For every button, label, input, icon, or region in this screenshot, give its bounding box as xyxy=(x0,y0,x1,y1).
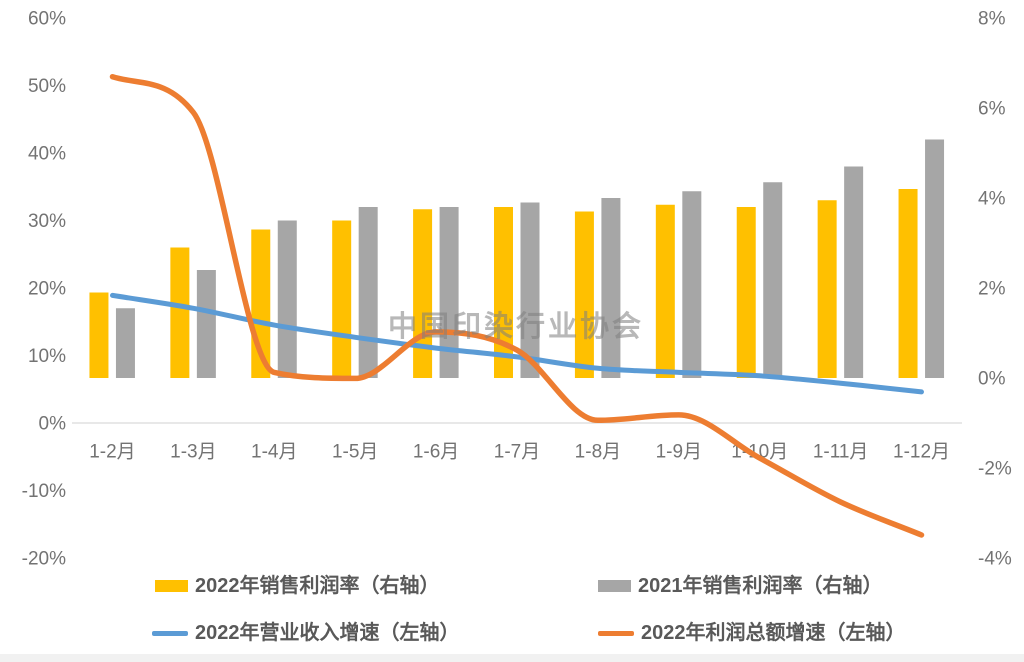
x-axis-label: 1-7月 xyxy=(494,442,540,463)
watermark-text: 中国印染行业协会 xyxy=(388,310,644,343)
legend-label-2022-revenue-growth: 2022年营业收入增速（左轴） xyxy=(195,622,460,644)
legend-swatch-2022-profit-margin xyxy=(155,580,188,592)
x-axis-label: 1-9月 xyxy=(656,442,702,463)
bar-2022-profit-margin xyxy=(332,220,352,378)
left-axis-tick: 50% xyxy=(28,76,66,97)
legend-swatch-2022-total-profit-growth xyxy=(598,630,634,636)
left-axis-tick: -20% xyxy=(22,549,66,570)
bar-2021-profit-margin xyxy=(277,220,297,378)
left-axis-tick: 40% xyxy=(28,144,66,165)
bar-2021-profit-margin xyxy=(601,198,621,378)
bar-2022-profit-margin xyxy=(413,209,433,378)
x-axis-label: 1-6月 xyxy=(413,442,459,463)
bar-2021-profit-margin xyxy=(925,139,945,378)
legend-swatch-2022-revenue-growth xyxy=(152,630,188,636)
bar-2022-profit-margin xyxy=(655,204,675,378)
bar-2021-profit-margin xyxy=(115,308,135,378)
x-axis-label: 1-8月 xyxy=(575,442,621,463)
legend-item-2022-total-profit-growth: 2022年利润总额增速（左轴） xyxy=(598,621,906,645)
bar-2021-profit-margin xyxy=(196,270,216,378)
left-axis-tick: 10% xyxy=(28,346,66,367)
x-axis-label: 1-4月 xyxy=(251,442,297,463)
bar-2022-profit-margin xyxy=(574,211,594,378)
bottom-edge-strip xyxy=(0,654,1024,662)
bar-2021-profit-margin xyxy=(763,182,783,378)
x-axis-label: 1-12月 xyxy=(893,442,950,463)
bar-2022-profit-margin xyxy=(89,292,109,378)
right-axis-tick: 2% xyxy=(978,279,1006,300)
line-2022-total-profit-growth xyxy=(109,73,925,538)
bar-2022-profit-margin xyxy=(170,247,190,378)
right-axis-tick: -4% xyxy=(978,549,1012,570)
left-axis-tick: -10% xyxy=(22,481,66,502)
right-axis-tick: 8% xyxy=(978,9,1006,30)
legend-label-2021-profit-margin: 2021年销售利润率（右轴） xyxy=(638,575,883,597)
x-axis-label: 1-11月 xyxy=(813,442,869,463)
left-axis-tick: 20% xyxy=(28,279,66,300)
bar-2021-profit-margin xyxy=(844,166,864,378)
right-axis-tick: 4% xyxy=(978,189,1006,210)
bar-2022-profit-margin xyxy=(494,207,513,378)
x-axis-label: 1-5月 xyxy=(332,442,378,463)
legend-item-2022-revenue-growth: 2022年营业收入增速（左轴） xyxy=(152,621,460,645)
legend-item-2021-profit-margin: 2021年销售利润率（右轴） xyxy=(598,574,883,598)
bar-2021-profit-margin xyxy=(520,202,540,378)
right-axis-tick: 6% xyxy=(978,99,1006,120)
right-axis-tick: 0% xyxy=(978,369,1006,390)
bar-2021-profit-margin xyxy=(358,207,378,378)
bar-2022-profit-margin xyxy=(817,200,837,378)
bar-2021-profit-margin xyxy=(682,191,702,378)
left-axis-tick: 0% xyxy=(39,414,67,435)
left-axis-tick: 60% xyxy=(28,9,66,30)
x-axis-label: 1-2月 xyxy=(89,442,135,463)
left-axis-tick: 30% xyxy=(28,211,66,232)
legend-label-2022-profit-margin: 2022年销售利润率（右轴） xyxy=(195,575,440,597)
bar-2022-profit-margin xyxy=(898,189,918,378)
line-2022-revenue-growth xyxy=(110,292,924,395)
right-axis-tick: -2% xyxy=(978,459,1012,480)
x-axis-label: 1-3月 xyxy=(170,442,216,463)
legend-item-2022-profit-margin: 2022年销售利润率（右轴） xyxy=(155,574,440,598)
legend-label-2022-total-profit-growth: 2022年利润总额增速（左轴） xyxy=(641,622,906,644)
legend-swatch-2021-profit-margin xyxy=(598,580,631,592)
bar-2022-profit-margin xyxy=(736,207,756,378)
